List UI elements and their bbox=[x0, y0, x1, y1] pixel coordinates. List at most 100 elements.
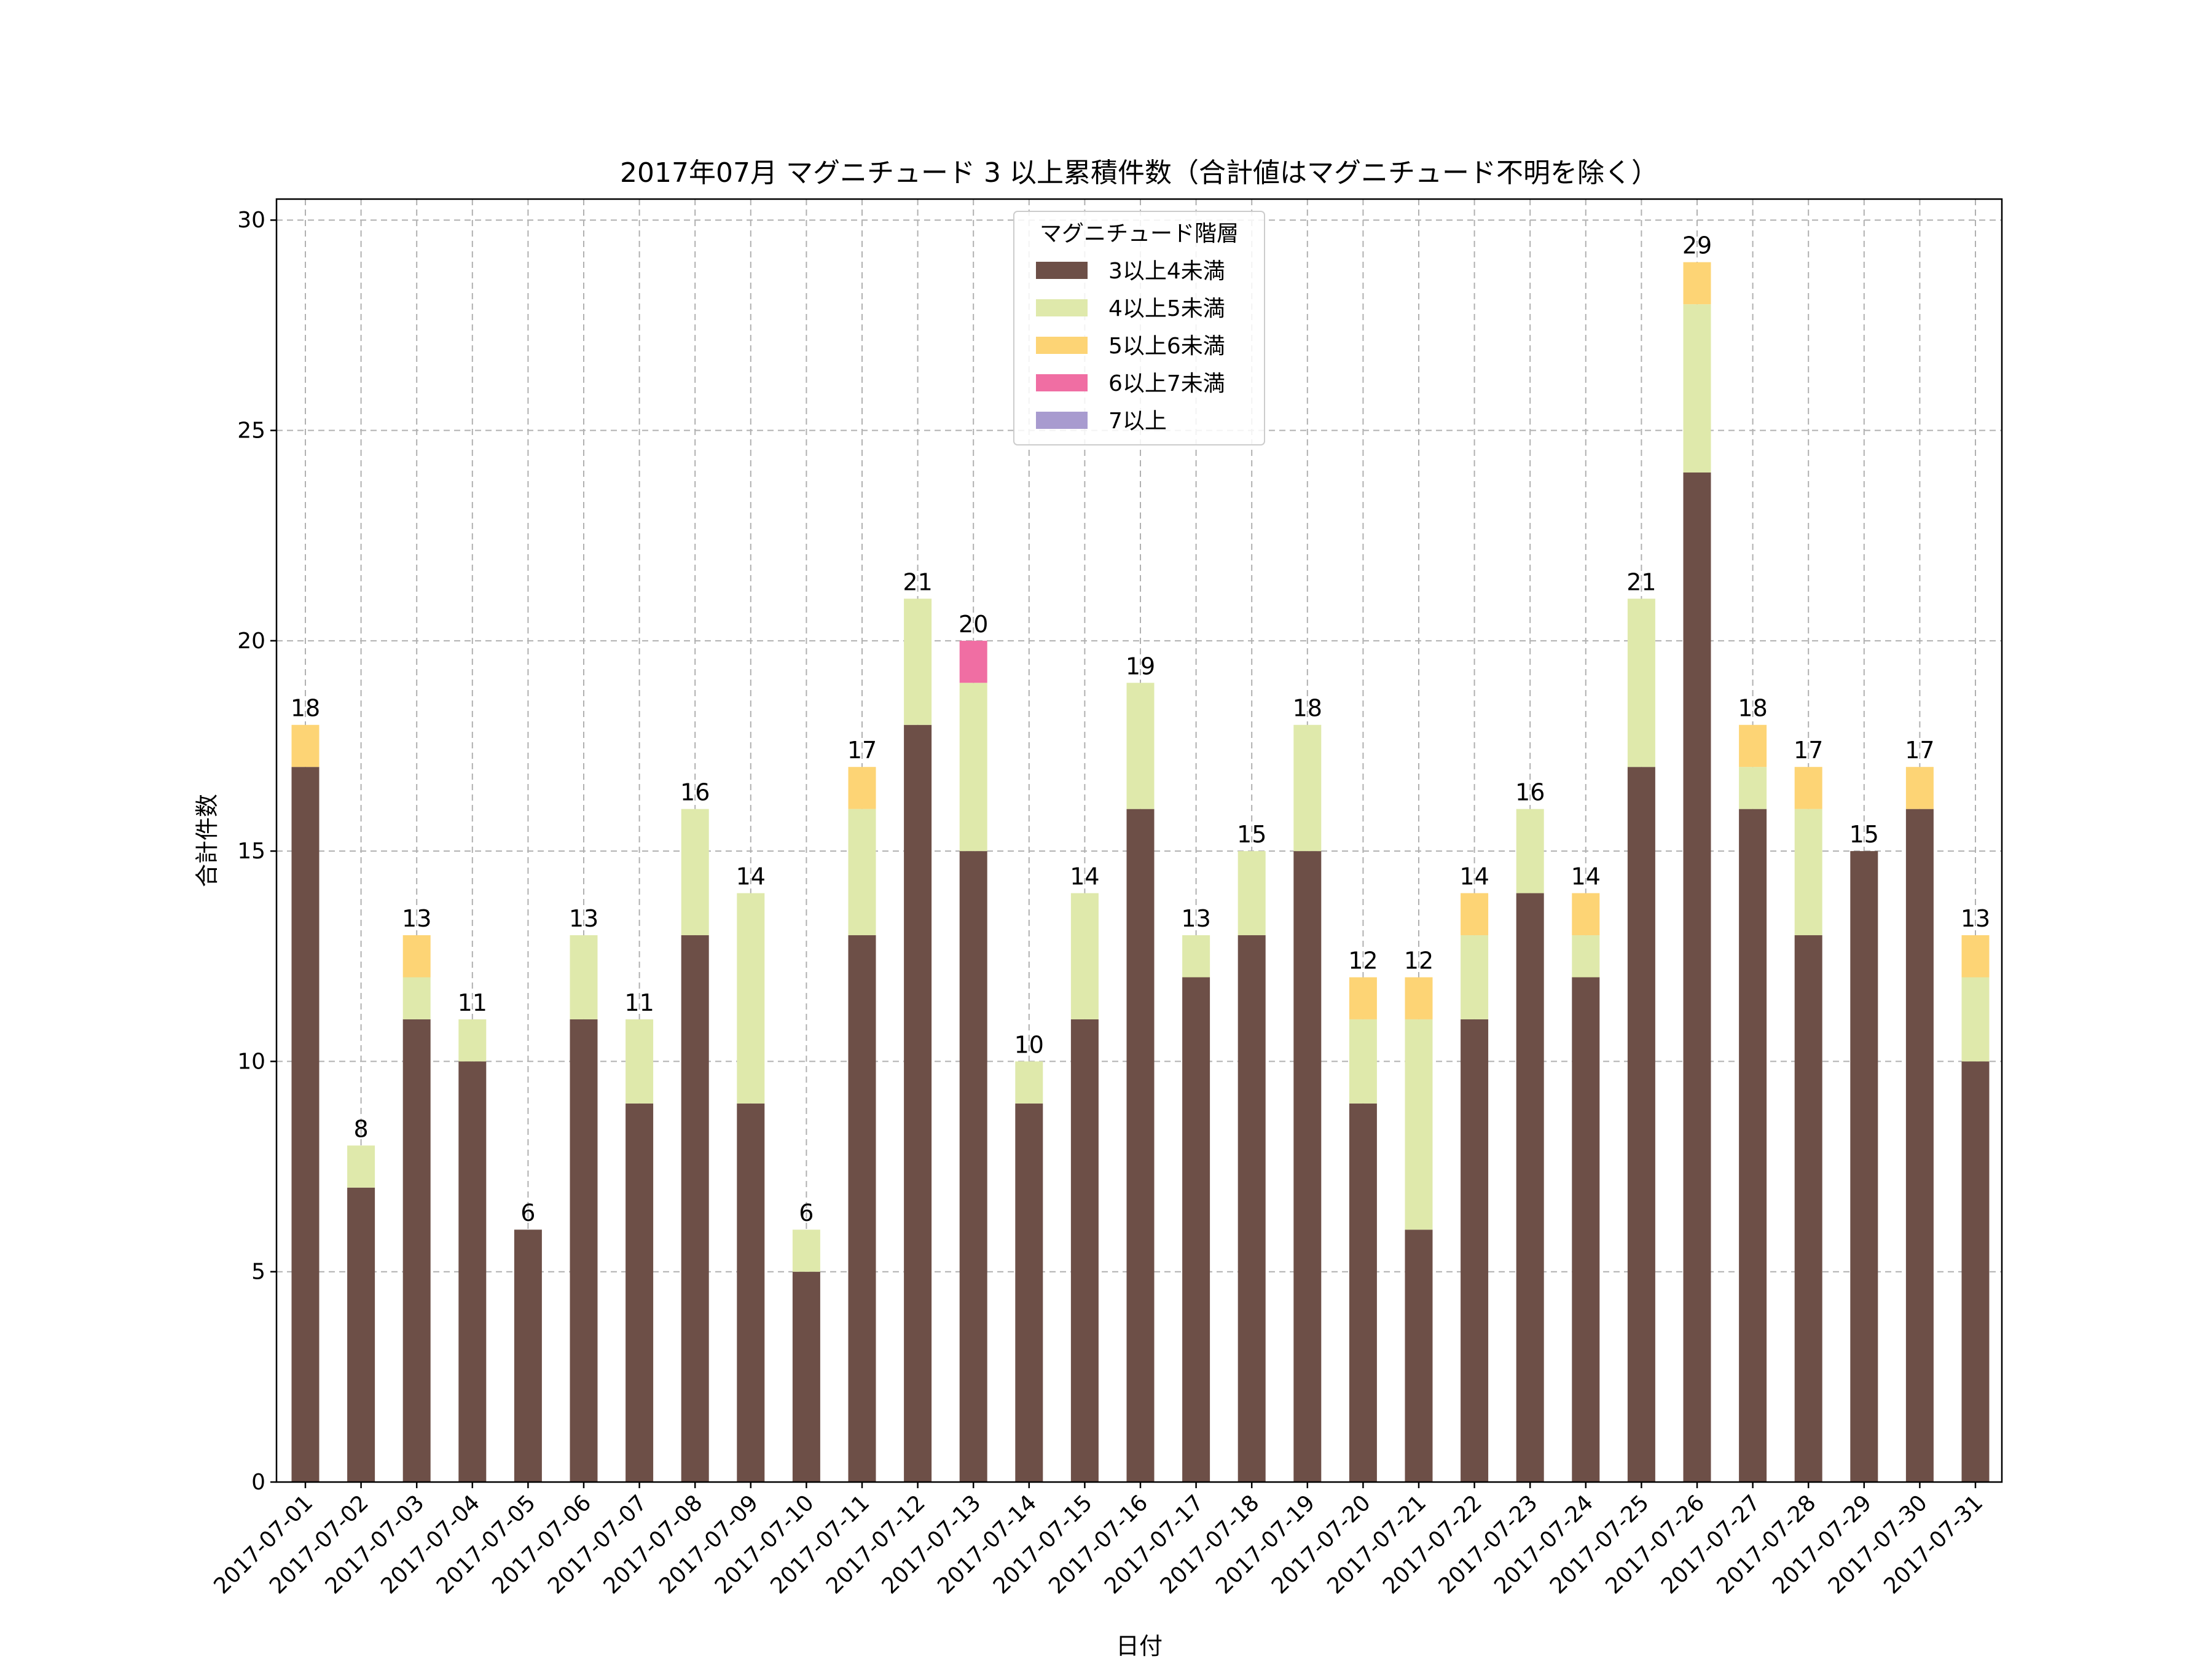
bar-segment bbox=[848, 935, 876, 1482]
bar-segment bbox=[1293, 724, 1322, 852]
bar-segment bbox=[1683, 262, 1711, 305]
legend-swatch bbox=[1036, 262, 1088, 279]
bar-segment bbox=[1405, 1230, 1433, 1482]
total-label: 17 bbox=[1794, 737, 1823, 764]
bar-segment bbox=[514, 1230, 542, 1482]
bar-segment bbox=[291, 724, 320, 767]
bar-segment bbox=[402, 977, 431, 1019]
bar-segment bbox=[737, 893, 765, 1104]
bar-segment bbox=[402, 1019, 431, 1482]
x-axis-label: 日付 bbox=[1116, 1633, 1163, 1659]
bar-segment bbox=[1070, 893, 1099, 1019]
bar-segment bbox=[1850, 851, 1878, 1482]
bar-segment bbox=[458, 1019, 487, 1062]
total-labels: 18 8 13 11 6 13 11 16 14 6 17 21 20 10 14 19 13 15 18 12 12 1… bbox=[291, 232, 1990, 1227]
bar-segment bbox=[848, 809, 876, 936]
bar-segment bbox=[1349, 1103, 1377, 1482]
y-tick-label: 0 bbox=[251, 1470, 265, 1495]
bar-segment bbox=[1739, 767, 1767, 809]
bar-segment bbox=[1015, 1061, 1043, 1104]
bar-segment bbox=[792, 1271, 820, 1482]
bar-segment bbox=[1905, 767, 1934, 809]
legend-label: 6以上7未満 bbox=[1108, 371, 1225, 396]
bar-segment bbox=[458, 1061, 487, 1482]
total-label: 12 bbox=[1404, 947, 1433, 974]
bar-segment bbox=[1627, 767, 1655, 1482]
bar-segment bbox=[681, 809, 709, 936]
total-label: 14 bbox=[736, 863, 766, 890]
bar-segment bbox=[1961, 977, 1990, 1062]
y-tick-label: 10 bbox=[237, 1049, 265, 1074]
plot-frame bbox=[275, 198, 2003, 1483]
total-label: 6 bbox=[799, 1199, 814, 1226]
bar-segment bbox=[626, 1019, 654, 1104]
legend-swatch bbox=[1036, 299, 1088, 316]
bar-segment bbox=[570, 1019, 598, 1482]
bar-segment bbox=[402, 935, 431, 978]
chart-title: 2017年07月 マグニチュード 3 以上累積件数（合計値はマグニチュード不明を… bbox=[620, 157, 1658, 189]
bar-segment bbox=[959, 683, 987, 852]
bar-segment bbox=[1461, 935, 1489, 1019]
total-label: 8 bbox=[354, 1115, 369, 1142]
bar-segment bbox=[1794, 935, 1822, 1482]
bar-segment bbox=[626, 1103, 654, 1482]
bar-segment bbox=[1461, 893, 1489, 936]
y-axis: 0 5 10 15 20 25 30 bbox=[237, 208, 276, 1495]
bar-segment bbox=[1961, 1061, 1990, 1482]
total-label: 13 bbox=[1181, 905, 1210, 932]
y-tick-label: 5 bbox=[251, 1260, 265, 1285]
bar-segment bbox=[904, 598, 932, 725]
legend-label: 3以上4未満 bbox=[1108, 259, 1225, 284]
bar-segment bbox=[959, 851, 987, 1482]
bar-segment bbox=[681, 935, 709, 1482]
total-label: 13 bbox=[402, 905, 431, 932]
total-label: 15 bbox=[1237, 821, 1266, 848]
bar-segment bbox=[1126, 809, 1155, 1482]
bar-segment bbox=[570, 935, 598, 1019]
bar-segment bbox=[1405, 1019, 1433, 1230]
bar-segment bbox=[1461, 1019, 1489, 1482]
bar-segment bbox=[1572, 935, 1600, 978]
bar-segment bbox=[1905, 809, 1934, 1482]
legend: マグニチュード階層 3以上4未満 4以上5未満 5以上6未満 6以上7未満 7以上 bbox=[1013, 211, 1265, 445]
total-label: 17 bbox=[847, 737, 877, 764]
bar-segment bbox=[1794, 767, 1822, 809]
total-label: 17 bbox=[1905, 737, 1934, 764]
legend-swatch bbox=[1036, 337, 1088, 354]
bar-segment bbox=[1572, 977, 1600, 1482]
bars bbox=[291, 262, 1990, 1482]
total-label: 16 bbox=[680, 779, 710, 806]
legend-label: 4以上5未満 bbox=[1108, 296, 1225, 321]
bar-segment bbox=[904, 724, 932, 1482]
bar-segment bbox=[1237, 851, 1266, 936]
bar-segment bbox=[1683, 304, 1711, 473]
bar-segment bbox=[1349, 977, 1377, 1019]
bar-segment bbox=[1182, 935, 1210, 978]
bar-segment bbox=[1516, 809, 1544, 893]
total-label: 14 bbox=[1571, 863, 1601, 890]
bar-segment bbox=[1794, 809, 1822, 936]
bar-segment bbox=[1293, 851, 1322, 1482]
bar-segment bbox=[1015, 1103, 1043, 1482]
total-label: 19 bbox=[1126, 653, 1155, 680]
total-label: 13 bbox=[569, 905, 598, 932]
total-label: 11 bbox=[624, 989, 654, 1016]
bar-segment bbox=[1572, 893, 1600, 936]
legend-label: 7以上 bbox=[1108, 409, 1167, 434]
total-label: 14 bbox=[1070, 863, 1099, 890]
y-tick-label: 30 bbox=[237, 208, 265, 233]
total-label: 16 bbox=[1515, 779, 1545, 806]
y-tick-label: 20 bbox=[237, 629, 265, 654]
total-label: 12 bbox=[1348, 947, 1378, 974]
bar-segment bbox=[347, 1145, 375, 1188]
bar-segment bbox=[1683, 472, 1711, 1482]
y-tick-label: 25 bbox=[237, 418, 265, 444]
total-label: 29 bbox=[1682, 232, 1712, 259]
bar-segment bbox=[1627, 598, 1655, 767]
bar-segment bbox=[1961, 935, 1990, 978]
bar-segment bbox=[1349, 1019, 1377, 1104]
bar-segment bbox=[1182, 977, 1210, 1482]
bar-segment bbox=[1405, 977, 1433, 1019]
bar-segment bbox=[792, 1230, 820, 1272]
